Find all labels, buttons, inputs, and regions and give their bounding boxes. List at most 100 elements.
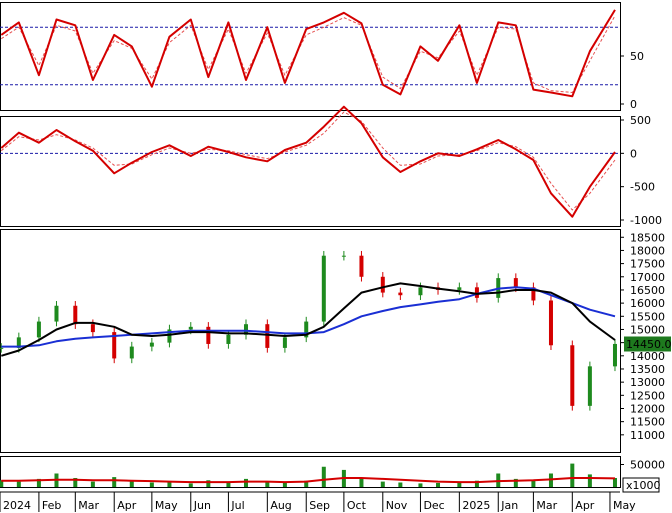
ytick-label: 50000 (630, 459, 665, 472)
volume-bar (149, 482, 154, 487)
candle-body (457, 287, 462, 290)
volume-bar (167, 481, 172, 487)
candle-body (587, 366, 592, 406)
candle-body (321, 255, 326, 322)
ytick-label: -500 (630, 181, 655, 194)
candle-body (226, 334, 231, 344)
time-label: Jun (193, 499, 211, 512)
panel-frame-3 (0, 229, 621, 453)
candle-body (570, 345, 575, 406)
time-label: 2025 (462, 499, 490, 512)
time-label: Nov (386, 499, 408, 512)
time-label: Dec (423, 499, 444, 512)
stochastic-signal-line (1, 15, 616, 93)
volume-bar (418, 483, 423, 487)
ytick-label: 18500 (630, 231, 665, 244)
volume-bar (380, 481, 385, 487)
time-label: Mar (536, 499, 557, 512)
time-label: Jan (500, 499, 518, 512)
ytick-label: 16500 (630, 284, 665, 297)
candle-body (90, 324, 95, 333)
ytick-label: 50 (630, 50, 644, 63)
candle-body (513, 278, 518, 288)
candle-body (0, 347, 4, 349)
candle-body (129, 346, 134, 359)
volume-bar (265, 481, 270, 487)
sma-slow-line (1, 286, 616, 348)
candle-body (36, 321, 41, 338)
last-price-label: 14450.00 (626, 338, 672, 351)
volume-unit-box: x1000 (622, 477, 661, 493)
volume-bar (206, 480, 211, 487)
ytick-label: 500 (630, 114, 651, 127)
volume-bar (36, 478, 41, 487)
volume-bar (129, 480, 134, 487)
volume-bar (321, 466, 326, 487)
ytick-label: 17500 (630, 258, 665, 271)
candle-body (548, 300, 553, 346)
volume-ma-line (1, 477, 616, 484)
panel-frame-2 (0, 116, 621, 227)
volume-bar (188, 483, 193, 487)
chart-panels (0, 2, 621, 488)
ytick-label: 15000 (630, 323, 665, 336)
time-label: 2024 (3, 499, 31, 512)
candle-body (16, 337, 21, 348)
candle-body (206, 326, 211, 344)
ytick-label: 0 (630, 147, 637, 160)
last-price-badge: 14450.00 (624, 336, 672, 352)
candle-body (474, 287, 479, 298)
ytick-label: 11000 (630, 429, 665, 442)
ytick-label: 11500 (630, 416, 665, 429)
candle-body (341, 255, 346, 257)
ytick-label: 18000 (630, 244, 665, 257)
ytick-label: 13000 (630, 376, 665, 389)
candle-body (167, 329, 172, 343)
volume-bar (398, 482, 403, 487)
ytick-label: 16000 (630, 297, 665, 310)
candle-body (188, 326, 193, 330)
volume-bar (587, 474, 592, 487)
candle-body (359, 255, 364, 277)
candle-body (112, 332, 117, 359)
ytick-label: 13500 (630, 363, 665, 376)
time-label: Mar (78, 499, 99, 512)
volume-bar (282, 482, 287, 487)
candle-body (282, 337, 287, 348)
volume-bar (570, 463, 575, 487)
ytick-label: 12000 (630, 402, 665, 415)
sma-fast-line (1, 282, 616, 357)
ytick-label: 14000 (630, 350, 665, 363)
stochastic-main-line (0, 9, 616, 98)
volume-bar (16, 481, 21, 487)
volume-unit-label: x1000 (626, 479, 661, 492)
volume-bar (474, 480, 479, 487)
time-label: Aug (270, 499, 291, 512)
candle-body (612, 343, 617, 367)
time-label: Oct (347, 499, 367, 512)
volume-bar (436, 482, 441, 487)
volume-bar (513, 478, 518, 487)
panel-frame-1 (0, 2, 621, 111)
volume-bar (359, 478, 364, 487)
time-label: May (155, 499, 178, 512)
time-label: Feb (42, 499, 61, 512)
chart-marks (0, 9, 617, 487)
time-label: May (613, 499, 636, 512)
volume-bar (90, 481, 95, 487)
volume-bar (0, 480, 4, 487)
volume-bar (304, 480, 309, 487)
ytick-label: 15500 (630, 310, 665, 323)
candle-body (54, 305, 59, 322)
volume-bar (73, 478, 78, 487)
ytick-label: 12500 (630, 389, 665, 402)
candle-body (243, 324, 248, 335)
volume-unit-frame (622, 477, 660, 493)
volume-bar (226, 482, 231, 487)
time-label: Apr (117, 499, 137, 512)
last-price-badge-bg (624, 336, 671, 352)
time-label: Sep (309, 499, 330, 512)
ytick-label: -1000 (630, 214, 662, 227)
volume-bar (612, 478, 617, 487)
